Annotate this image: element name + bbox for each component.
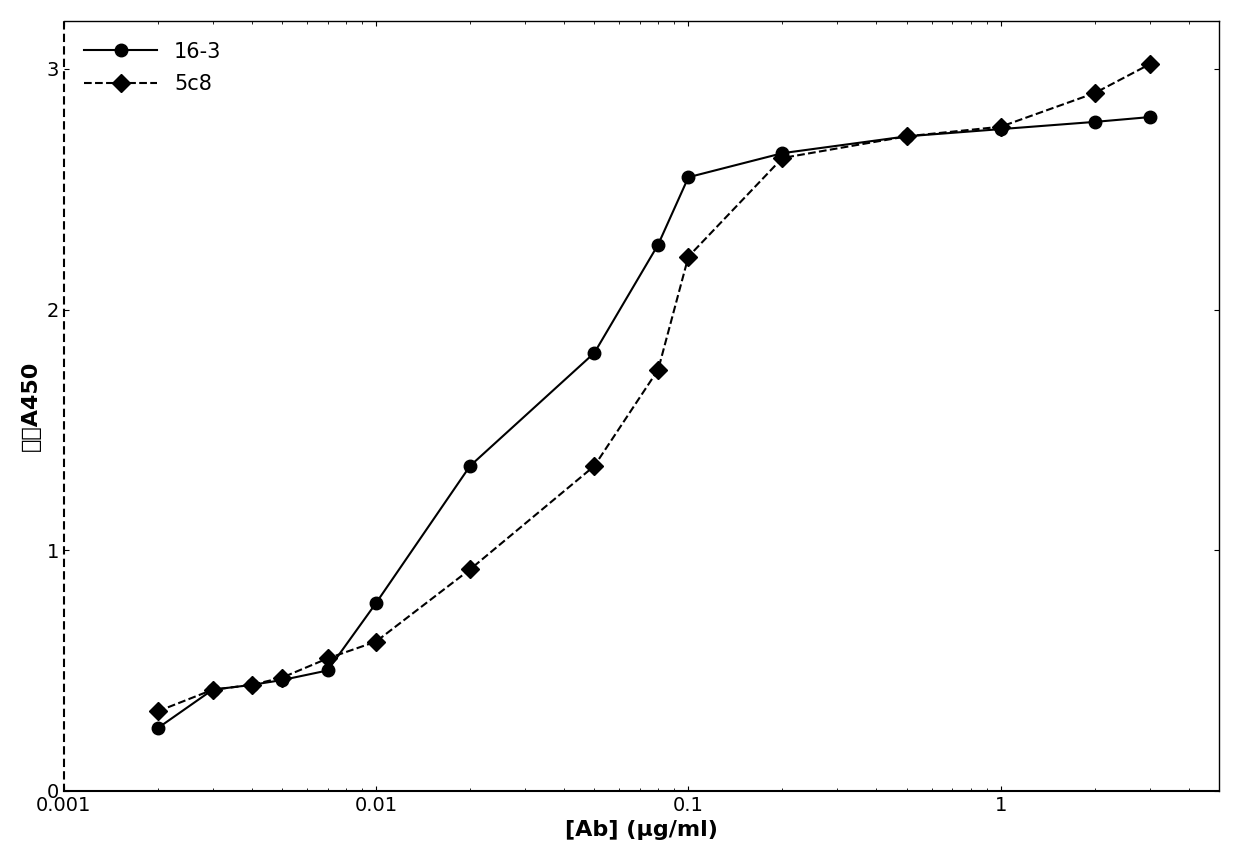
5c8 (899, 131, 914, 141)
16-3 (463, 461, 477, 471)
5c8 (244, 679, 259, 690)
16-3 (993, 124, 1008, 134)
16-3 (587, 348, 601, 358)
Legend: 16-3, 5c8: 16-3, 5c8 (74, 31, 232, 104)
16-3 (274, 675, 289, 685)
5c8 (993, 121, 1008, 132)
16-3 (1142, 112, 1157, 122)
16-3 (320, 666, 335, 676)
16-3 (206, 684, 221, 695)
16-3 (244, 679, 259, 690)
16-3 (368, 598, 383, 608)
16-3 (1087, 117, 1102, 127)
5c8 (1142, 59, 1157, 69)
16-3 (899, 131, 914, 141)
5c8 (1087, 88, 1102, 98)
5c8 (274, 672, 289, 683)
5c8 (651, 364, 666, 375)
5c8 (320, 653, 335, 664)
Line: 16-3: 16-3 (151, 111, 1156, 734)
X-axis label: [Ab] (μg/ml): [Ab] (μg/ml) (565, 821, 718, 840)
5c8 (587, 461, 601, 471)
5c8 (150, 706, 165, 716)
5c8 (681, 251, 696, 262)
5c8 (206, 684, 221, 695)
Line: 5c8: 5c8 (151, 58, 1156, 717)
16-3 (150, 723, 165, 734)
5c8 (775, 152, 790, 163)
16-3 (651, 239, 666, 250)
Y-axis label: 平均A450: 平均A450 (21, 361, 41, 451)
5c8 (368, 636, 383, 647)
5c8 (463, 564, 477, 574)
16-3 (681, 172, 696, 183)
16-3 (775, 148, 790, 158)
